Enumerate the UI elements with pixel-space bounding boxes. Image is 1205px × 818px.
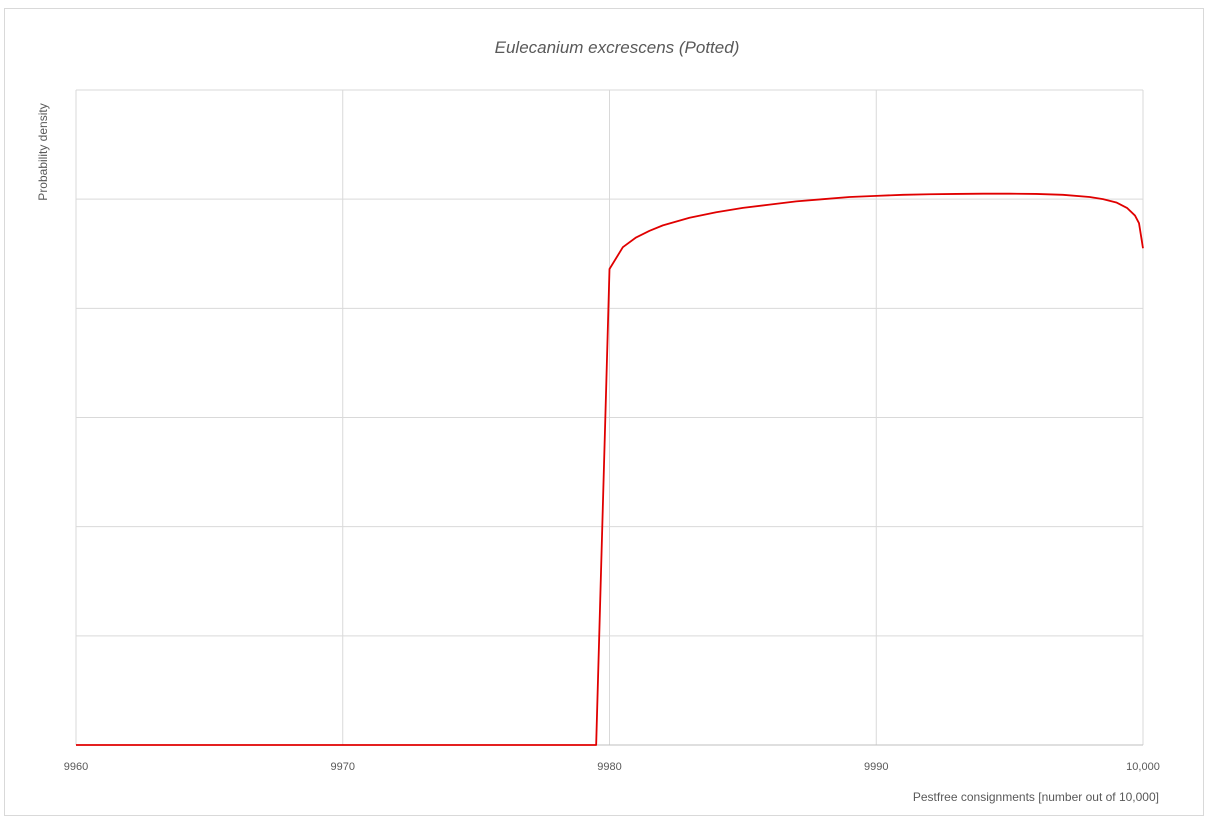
chart-title: Eulecanium excrescens (Potted) <box>495 38 740 57</box>
x-tick-labels: 9960 9970 9980 9990 10,000 <box>64 761 1160 773</box>
series-layer <box>76 192 1144 746</box>
x-tick-label: 9990 <box>864 761 888 773</box>
x-tick-label: 9960 <box>64 761 88 773</box>
chart-frame <box>4 8 1204 816</box>
x-tick-label: 10,000 <box>1126 761 1160 773</box>
grid <box>75 89 1144 745</box>
x-axis-label: Pestfree consignments [number out of 10,… <box>913 790 1159 804</box>
series-line <box>76 192 1144 746</box>
y-axis-label: Probability density <box>36 103 50 200</box>
x-tick-label: 9970 <box>331 761 355 773</box>
x-tick-label: 9980 <box>597 761 621 773</box>
